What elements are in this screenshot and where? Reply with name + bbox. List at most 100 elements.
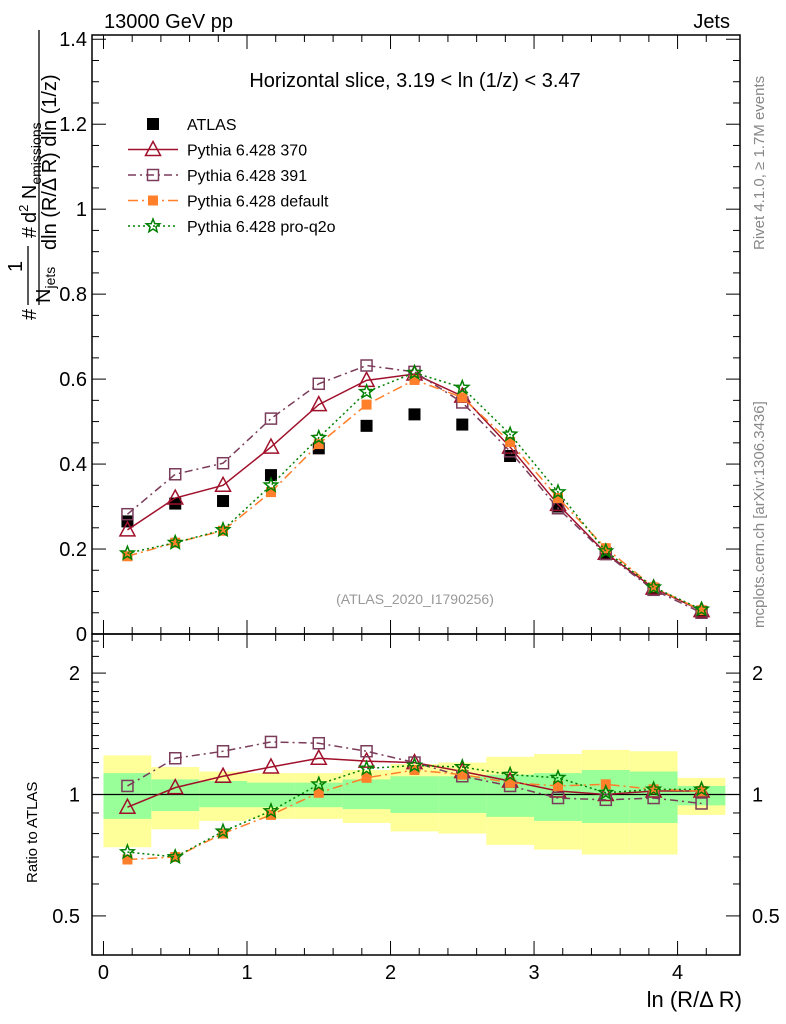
series-0	[121, 408, 708, 618]
series-1	[118, 364, 711, 618]
ratio-tick-label: 1	[69, 785, 80, 807]
ratio-point	[262, 801, 280, 819]
ratio-point	[312, 736, 326, 750]
x-axis-label: ln (R/Δ R)	[647, 987, 742, 1012]
data-point	[218, 525, 229, 536]
ratio-tick-label: 2	[69, 663, 80, 685]
ratio-point	[170, 851, 181, 862]
header-left: 13000 GeV pp	[104, 11, 233, 33]
ratio-point	[262, 757, 280, 774]
ratio-point	[264, 735, 278, 749]
data-point	[262, 476, 280, 493]
legend-marker	[144, 139, 162, 157]
ylabel-num-d: d	[19, 212, 41, 223]
svg-text:#: #	[19, 308, 41, 320]
ratio-point	[216, 745, 230, 758]
legend-item: Pythia 6.428 391	[128, 168, 307, 185]
series-line	[126, 364, 702, 614]
data-point	[505, 436, 516, 447]
data-point	[453, 378, 471, 396]
data-point	[360, 419, 373, 432]
ylabel-num-sub: emissions	[28, 122, 44, 184]
ratio-point	[121, 779, 134, 793]
ratio-point	[360, 745, 373, 758]
ratio-point	[310, 748, 328, 765]
ylabel-denominator: dln (R/Δ R) dln (1/z)	[39, 74, 61, 250]
ratio-line	[127, 741, 702, 805]
ratio-point	[644, 780, 663, 797]
ylabel-njets: N	[33, 289, 55, 303]
ratio-point	[405, 756, 424, 773]
y-tick-label: 0.8	[59, 284, 87, 306]
legend-label: ATLAS	[187, 117, 237, 134]
svg-text:dln (R/Δ R) dln (1/z): dln (R/Δ R) dln (1/z)	[39, 74, 61, 250]
data-point	[313, 439, 324, 450]
y-tick-label: 1.2	[59, 114, 87, 136]
ylabel-num-n: N	[19, 185, 41, 205]
data-point	[553, 493, 564, 504]
data-point	[265, 487, 276, 498]
data-point	[504, 449, 517, 462]
data-point	[405, 363, 424, 381]
watermark: (ATLAS_2020_I1790256)	[336, 591, 494, 607]
data-point	[118, 544, 137, 561]
y-tick-label: 0.4	[59, 454, 87, 476]
y-tick-label: 1.4	[59, 29, 87, 51]
ratio-point	[453, 757, 471, 775]
ratio-point	[166, 778, 184, 795]
ratio-point	[310, 775, 328, 792]
y-tick-label: 1	[76, 199, 87, 221]
ratio-point	[501, 765, 519, 783]
legend-label: Pythia 6.428 370	[187, 143, 307, 160]
data-point	[644, 578, 663, 595]
ratio-point	[357, 759, 376, 776]
y-tick-label: 0.6	[59, 369, 87, 391]
data-point	[262, 437, 280, 454]
legend-item: Pythia 6.428 default	[128, 194, 329, 211]
mcplots-label: mcplots.cern.ch [arXiv:1306.3436]	[751, 401, 768, 628]
ratio-point	[692, 780, 711, 797]
ratio-tick-label-right: 2	[752, 663, 763, 685]
legend-label: Pythia 6.428 default	[187, 194, 329, 211]
series-3	[122, 374, 707, 616]
chart-title: Horizontal slice, 3.19 < ln (1/z) < 3.47	[249, 70, 580, 92]
data-point	[168, 468, 182, 481]
ratio-point	[457, 769, 468, 780]
data-point	[361, 399, 372, 410]
ratio-point	[118, 797, 137, 814]
data-point	[597, 542, 615, 559]
rivet-label: Rivet 4.1.0, ≥ 1.7M events	[751, 76, 768, 250]
data-point	[696, 605, 707, 616]
ratio-point	[597, 783, 615, 801]
ratio-point	[553, 780, 564, 791]
data-point	[264, 469, 277, 482]
data-point	[456, 418, 469, 431]
ratio-point	[357, 751, 376, 768]
series-4	[118, 363, 711, 617]
ratio-point	[696, 786, 707, 797]
legend-marker	[144, 216, 162, 234]
ratio-point	[648, 784, 659, 795]
data-point	[217, 495, 230, 508]
data-point	[692, 600, 711, 617]
data-point	[408, 408, 421, 421]
ratio-point	[695, 797, 708, 810]
data-point	[310, 395, 328, 412]
ylabel-one: 1	[5, 261, 27, 272]
ylabel-num-sup: 2	[16, 205, 31, 212]
ratio-tick-label-right: 0.5	[752, 906, 780, 928]
ratio-point	[505, 777, 516, 788]
header-right: Jets	[693, 11, 730, 33]
ratio-point	[214, 766, 232, 783]
data-point	[121, 507, 134, 521]
data-point	[501, 425, 519, 442]
ylabel-hash2: #	[19, 226, 41, 238]
data-point	[118, 520, 137, 537]
data-point	[360, 359, 373, 372]
legend-item: Pythia 6.428 pro-q2o	[128, 216, 336, 236]
ratio-tick-label-right: 1	[752, 785, 763, 807]
data-point	[310, 428, 328, 446]
x-tick-label: 4	[672, 962, 683, 984]
ylabel-hash1: #	[19, 308, 41, 320]
